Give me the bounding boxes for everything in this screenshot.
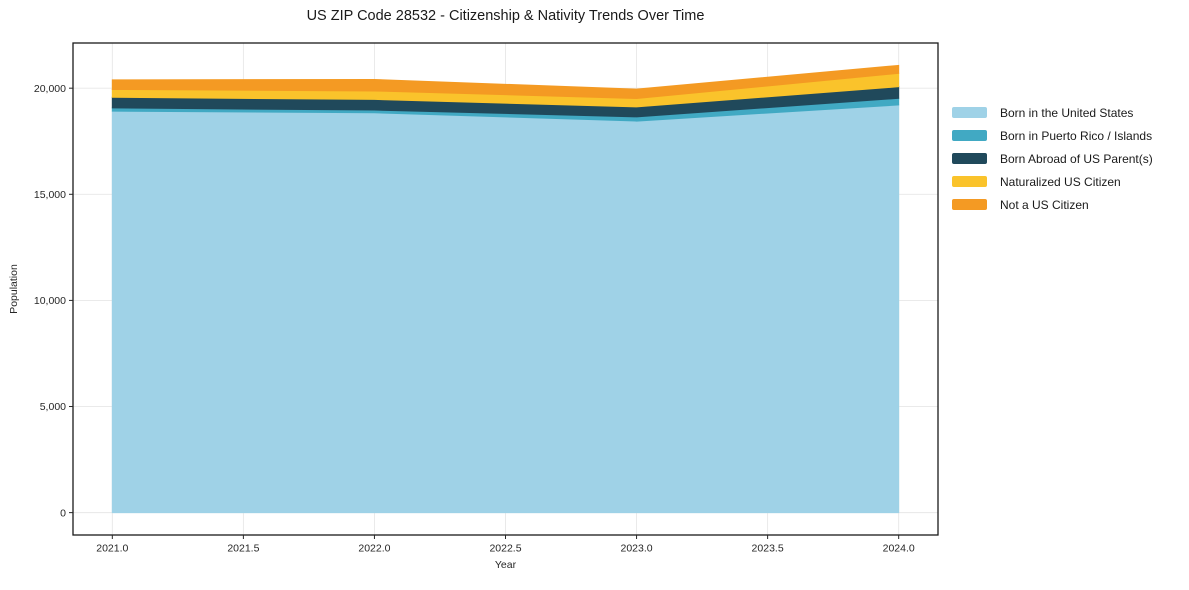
y-tick-label: 0 xyxy=(60,507,66,519)
legend-label: Not a US Citizen xyxy=(1000,197,1089,212)
y-tick-label: 15,000 xyxy=(34,189,66,201)
x-tick-label: 2022.0 xyxy=(358,543,390,555)
legend-swatch-icon xyxy=(952,176,987,188)
x-tick-label: 2021.5 xyxy=(227,543,259,555)
legend-label: Born Abroad of US Parent(s) xyxy=(1000,151,1153,166)
y-tick-label: 20,000 xyxy=(34,83,66,95)
y-tick-label: 5,000 xyxy=(40,401,66,413)
legend-swatch-icon xyxy=(952,130,987,142)
area-series-4 xyxy=(111,64,900,99)
legend-item-3: Naturalized US Citizen xyxy=(952,174,1153,190)
legend-item-1: Born in Puerto Rico / Islands xyxy=(952,128,1153,144)
legend-swatch-icon xyxy=(952,199,987,211)
legend-swatch-icon xyxy=(952,107,987,119)
y-tick-label: 10,000 xyxy=(34,295,66,307)
x-tick-label: 2023.5 xyxy=(752,543,784,555)
legend-label: Born in the United States xyxy=(1000,105,1134,120)
legend: Born in the United States Born in Puerto … xyxy=(952,105,1153,213)
legend-label: Born in Puerto Rico / Islands xyxy=(1000,128,1153,143)
x-axis-label: Year xyxy=(494,559,517,571)
y-axis-label: Population xyxy=(8,264,20,314)
x-tick-label: 2023.0 xyxy=(620,543,652,555)
legend-swatch-icon xyxy=(952,153,987,165)
legend-item-4: Not a US Citizen xyxy=(952,197,1153,213)
legend-item-0: Born in the United States xyxy=(952,105,1153,121)
x-tick-label: 2024.0 xyxy=(883,543,915,555)
area-series-0 xyxy=(111,104,900,514)
chart-title: US ZIP Code 28532 - Citizenship & Nativi… xyxy=(306,8,705,24)
legend-label: Naturalized US Citizen xyxy=(1000,174,1121,189)
x-tick-label: 2022.5 xyxy=(489,543,521,555)
x-tick-label: 2021.0 xyxy=(96,543,128,555)
legend-item-2: Born Abroad of US Parent(s) xyxy=(952,151,1153,167)
